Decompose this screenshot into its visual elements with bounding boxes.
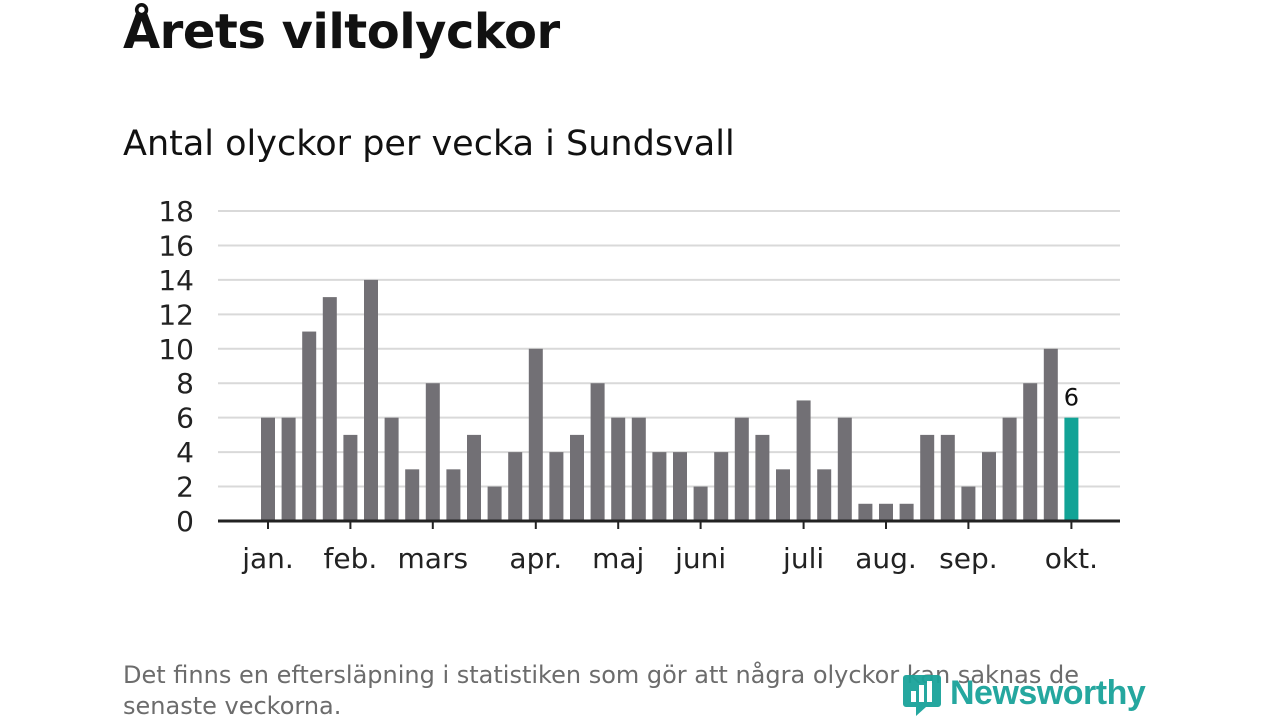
bar (631, 417, 646, 521)
bar (508, 452, 523, 521)
x-tick-label: jan. (241, 542, 294, 575)
bar (1023, 383, 1038, 521)
bar (281, 417, 296, 521)
x-tick-label: maj (592, 542, 644, 575)
bar (961, 486, 976, 521)
y-tick-label: 6 (176, 402, 194, 435)
x-tick-label: feb. (324, 542, 378, 575)
bar (322, 297, 337, 521)
bar (384, 417, 399, 521)
bar (940, 434, 955, 521)
x-tick-label: aug. (855, 542, 917, 575)
x-tick-label: juli (782, 542, 824, 575)
x-tick-label: apr. (509, 542, 562, 575)
bar (590, 383, 605, 521)
bar (487, 486, 502, 521)
bar (920, 434, 935, 521)
bar (528, 348, 543, 521)
y-tick-label: 14 (158, 264, 194, 297)
bar (652, 452, 667, 521)
bar (343, 434, 358, 521)
bar-highlight (1064, 417, 1079, 521)
bar (693, 486, 708, 521)
x-tick-label: mars (398, 542, 469, 575)
y-tick-label: 18 (158, 195, 194, 228)
bar (734, 417, 749, 521)
newsworthy-logo: Newsworthy (902, 668, 1146, 718)
data-label: 6 (1064, 384, 1079, 412)
y-tick-label: 12 (158, 298, 194, 331)
bar (1043, 348, 1058, 521)
bar (570, 434, 584, 521)
y-tick-label: 2 (176, 471, 194, 504)
bar (982, 452, 996, 521)
bar (879, 503, 893, 521)
bar (755, 434, 770, 521)
newsworthy-logo-icon (903, 675, 941, 716)
chart-title: Årets viltolyckor (123, 4, 560, 60)
y-tick-label: 0 (176, 505, 194, 538)
bar (446, 469, 461, 521)
bar (817, 469, 832, 521)
bar (549, 452, 564, 521)
bar (837, 417, 852, 521)
newsworthy-logo-text: Newsworthy (950, 673, 1146, 712)
x-tick-label: okt. (1045, 542, 1098, 575)
bar (776, 469, 790, 521)
bar (611, 417, 626, 521)
x-tick-label: juni (674, 542, 726, 575)
bar (673, 452, 687, 521)
bar (405, 469, 420, 521)
bar (1002, 417, 1017, 521)
bar (858, 503, 873, 521)
y-tick-label: 8 (176, 367, 194, 400)
y-tick-label: 16 (158, 229, 194, 262)
bar (796, 400, 811, 521)
chart-subtitle: Antal olyckor per vecka i Sundsvall (123, 124, 735, 164)
x-tick-label: sep. (939, 542, 998, 575)
bar (364, 279, 378, 521)
y-tick-label: 4 (176, 436, 194, 469)
y-tick-label: 10 (158, 333, 194, 366)
bar (467, 434, 481, 521)
bar (302, 331, 317, 521)
bar (899, 503, 914, 521)
bar (714, 452, 729, 521)
bar (261, 417, 275, 521)
bar (425, 383, 440, 521)
